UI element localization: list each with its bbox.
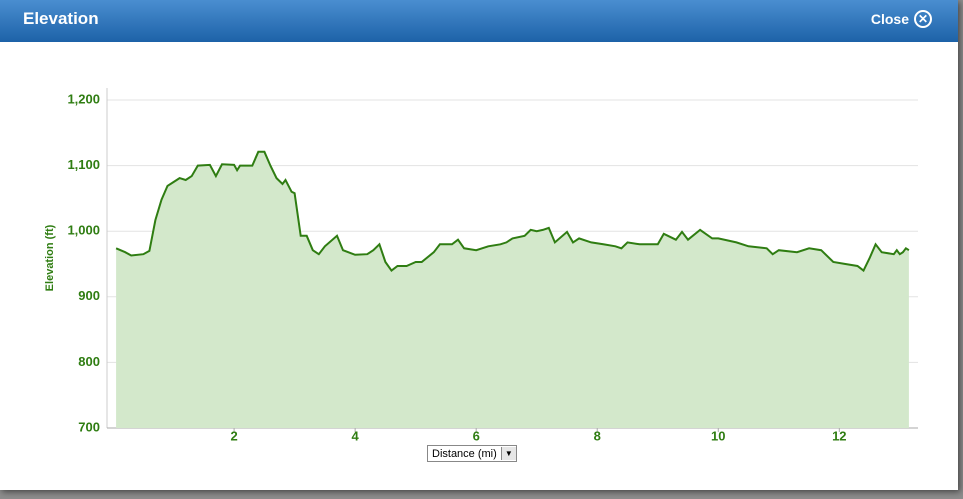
y-tick-label: 900 <box>78 288 100 303</box>
chart: Elevation (ft) 700 800 900 1,000 1,100 1,200 2… <box>44 88 918 443</box>
x-tick-label: 8 <box>594 428 601 443</box>
x-axis-selector[interactable]: Distance (mi) ▼ <box>427 445 517 462</box>
header: Elevation Close ✕ <box>0 0 958 42</box>
y-tick-label: 1,000 <box>67 223 100 238</box>
y-tick-label: 800 <box>78 354 100 369</box>
x-tick-label: 10 <box>711 428 725 443</box>
area-fill <box>116 151 909 429</box>
close-label[interactable]: Close <box>870 11 909 27</box>
close-button[interactable]: Close ✕ <box>871 10 932 28</box>
x-tick-label: 6 <box>473 428 480 443</box>
y-axis-label: Elevation (ft) <box>44 224 56 291</box>
modal: Elevation Close ✕ Elevation (ft) 700 800 90… <box>0 0 958 490</box>
y-tick-label: 1,100 <box>67 157 100 172</box>
y-tick-label: 700 <box>78 419 100 434</box>
close-icon[interactable]: ✕ <box>914 10 932 28</box>
dropdown-arrow[interactable]: ▼ <box>500 447 516 460</box>
x-tick-label: 12 <box>832 428 846 443</box>
y-tick-label: 1,200 <box>67 91 100 106</box>
x-axis-label[interactable]: Distance (mi) <box>432 447 497 460</box>
x-tick-label: 4 <box>352 428 360 443</box>
line <box>115 150 910 273</box>
x-tick-label: 2 <box>230 428 237 443</box>
modal-title: Elevation <box>23 9 99 28</box>
